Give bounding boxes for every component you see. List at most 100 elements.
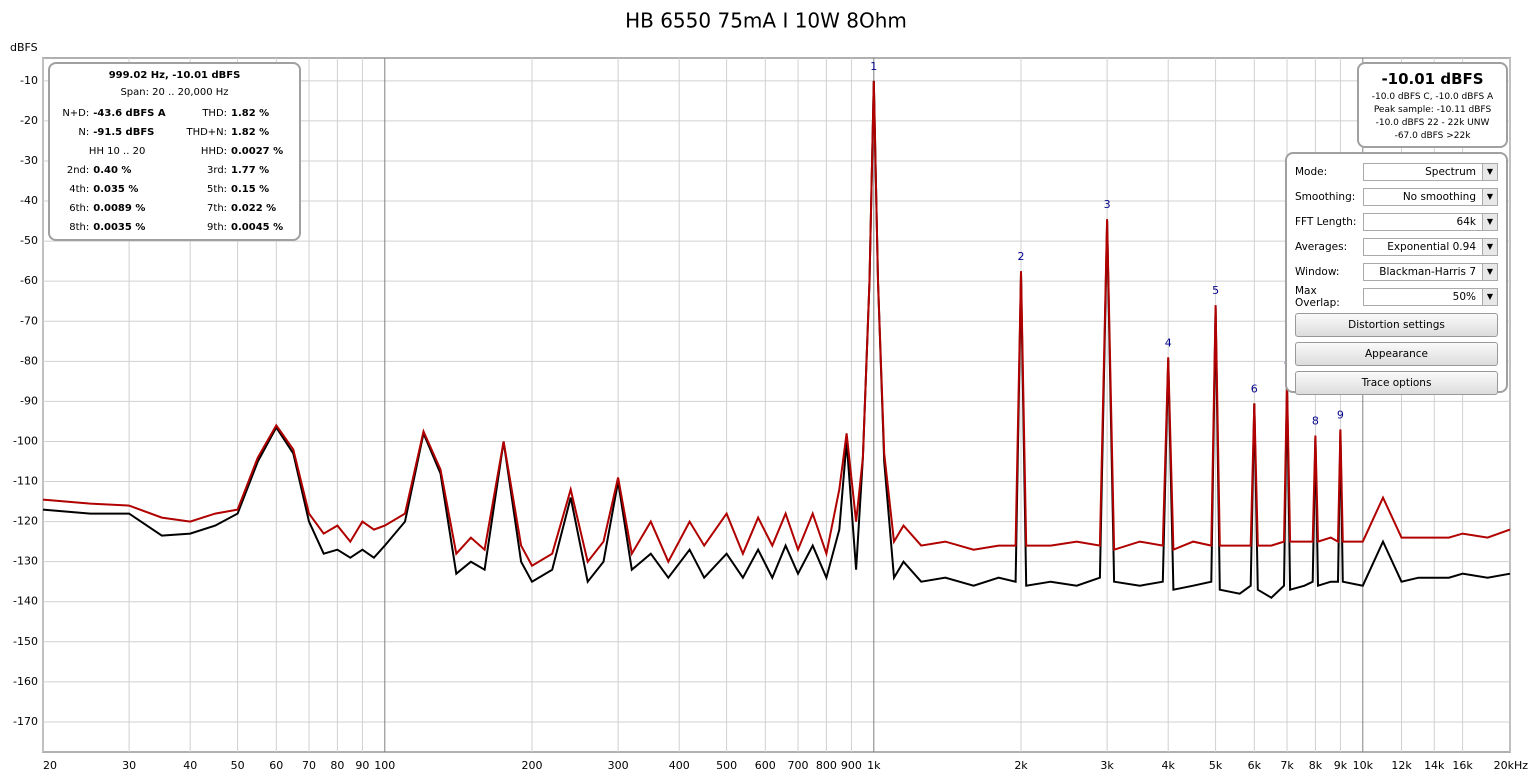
y-tick-label: -70: [20, 314, 38, 327]
x-tick-label: 4k: [1162, 759, 1176, 772]
dropdown[interactable]: 50% ▼: [1363, 287, 1498, 306]
control-label: Window:: [1295, 265, 1340, 278]
table-cell: THD+N:: [186, 127, 228, 138]
x-tick-label: 50: [231, 759, 245, 772]
table-cell: 9th:: [207, 222, 228, 233]
table-cell: HHD:: [200, 146, 228, 157]
harmonic-label: 9: [1337, 408, 1344, 421]
dropdown-arrow: ▼: [1482, 263, 1497, 280]
dropdown-arrow: ▼: [1482, 213, 1497, 230]
control-row: Window: Blackman-Harris 7 ▼: [1295, 259, 1498, 284]
x-tick-label: 80: [330, 759, 344, 772]
x-tick-label: 2k: [1014, 759, 1028, 772]
table-cell: 3rd:: [207, 165, 228, 176]
dropdown-value: 50%: [1452, 290, 1476, 303]
table-cell: THD:: [202, 108, 228, 119]
x-tick-label: 7k: [1280, 759, 1294, 772]
harmonic-label: 1: [870, 60, 877, 73]
dropdown-value: 64k: [1456, 215, 1476, 228]
dropdown[interactable]: Blackman-Harris 7 ▼: [1363, 262, 1498, 281]
y-tick-label: -130: [13, 555, 38, 568]
control-label: FFT Length:: [1295, 215, 1357, 228]
button[interactable]: Appearance: [1295, 342, 1498, 366]
harmonic-label: 2: [1018, 250, 1025, 263]
panel-title: 999.02 Hz, -10.01 dBFS: [108, 70, 241, 81]
table-cell: -43.6 dBFS A: [93, 108, 166, 119]
control-label: Max Overlap:: [1295, 284, 1340, 309]
y-tick-label: -60: [20, 274, 38, 287]
table-row: 2nd: 0.40 % 3rd: 1.77 %: [56, 161, 293, 180]
chart-title: HB 6550 75mA I 10W 8Ohm: [625, 9, 907, 33]
dropdown[interactable]: Spectrum ▼: [1363, 162, 1498, 181]
y-axis-label: dBFS: [10, 41, 38, 54]
harmonic-label: 6: [1251, 382, 1258, 395]
dropdown-value: No smoothing: [1402, 190, 1476, 203]
distortion-table: N+D: -43.6 dBFS A THD: 1.82 % N: -91.5 dBFS TH…: [56, 104, 293, 237]
y-tick-label: -150: [13, 635, 38, 648]
y-tick-label: -50: [20, 234, 38, 247]
y-tick-label: -110: [13, 475, 38, 488]
level-line: -10.0 dBFS 22 - 22k UNW: [1375, 118, 1490, 128]
x-tick-label: 20kHz: [1494, 759, 1529, 772]
control-row: Averages: Exponential 0.94 ▼: [1295, 234, 1498, 259]
control-label: Smoothing:: [1295, 190, 1356, 203]
table-cell: 0.035 %: [93, 184, 139, 195]
button[interactable]: Trace options: [1295, 371, 1498, 395]
dropdown-value: Exponential 0.94: [1387, 240, 1476, 253]
dropdown[interactable]: 64k ▼: [1363, 212, 1498, 231]
x-tick-label: 14k: [1424, 759, 1445, 772]
dropdown-arrow: ▼: [1482, 188, 1497, 205]
table-cell: -91.5 dBFS: [93, 127, 155, 138]
x-tick-label: 30: [122, 759, 136, 772]
control-row: FFT Length: 64k ▼: [1295, 209, 1498, 234]
control-row: Smoothing: No smoothing ▼: [1295, 184, 1498, 209]
control-label: Averages:: [1295, 240, 1348, 253]
y-tick-label: -170: [13, 715, 38, 728]
table-row: 4th: 0.035 % 5th: 0.15 %: [56, 180, 293, 199]
button[interactable]: Distortion settings: [1295, 313, 1498, 337]
x-tick-label: 900: [841, 759, 862, 772]
table-cell: 0.40 %: [93, 165, 132, 176]
control-panel: Mode: Spectrum ▼ Smoothing: No smoothing ▼ FFT…: [1285, 152, 1508, 395]
dropdown-arrow: ▼: [1482, 163, 1497, 180]
level-line: -67.0 dBFS >22k: [1394, 131, 1471, 141]
table-row: 8th: 0.0035 % 9th: 0.0045 %: [56, 218, 293, 237]
dropdown-arrow: ▼: [1482, 238, 1497, 255]
x-tick-label: 20: [43, 759, 57, 772]
x-tick-label: 300: [608, 759, 629, 772]
table-cell: 0.0027 %: [231, 146, 284, 157]
x-tick-label: 600: [755, 759, 776, 772]
distortion-panel: 999.02 Hz, -10.01 dBFS Span: 20 .. 20,00…: [48, 62, 301, 241]
x-tick-label: 6k: [1248, 759, 1262, 772]
y-tick-label: -120: [13, 515, 38, 528]
x-tick-label: 1k: [867, 759, 881, 772]
x-tick-label: 8k: [1309, 759, 1323, 772]
dropdown[interactable]: Exponential 0.94 ▼: [1363, 237, 1498, 256]
table-row: 6th: 0.0089 % 7th: 0.022 %: [56, 199, 293, 218]
x-tick-label: 800: [816, 759, 837, 772]
table-row: HH 10 .. 20 HHD: 0.0027 %: [56, 142, 293, 161]
table-cell: 6th:: [69, 203, 90, 214]
y-tick-label: -20: [20, 114, 38, 127]
span-text: Span: 20 .. 20,000 Hz: [120, 87, 229, 98]
harmonic-label: 4: [1165, 336, 1172, 349]
x-tick-label: 16k: [1452, 759, 1473, 772]
x-tick-label: 70: [302, 759, 316, 772]
x-tick-label: 100: [374, 759, 395, 772]
harmonic-label: 5: [1212, 284, 1219, 297]
y-tick-label: -80: [20, 354, 38, 367]
x-tick-label: 3k: [1100, 759, 1114, 772]
table-cell: 1.77 %: [231, 165, 270, 176]
dropdown[interactable]: No smoothing ▼: [1363, 187, 1498, 206]
harmonic-label: 3: [1104, 198, 1111, 211]
table-cell: 5th:: [207, 184, 228, 195]
table-row: N+D: -43.6 dBFS A THD: 1.82 %: [56, 104, 293, 123]
table-cell: 1.82 %: [231, 127, 270, 138]
table-cell: N+D:: [62, 108, 90, 119]
y-tick-label: -160: [13, 675, 38, 688]
y-tick-label: -10: [20, 74, 38, 87]
x-tick-label: 60: [269, 759, 283, 772]
table-cell: 1.82 %: [231, 108, 270, 119]
level-line: Peak sample: -10.11 dBFS: [1373, 105, 1492, 115]
x-tick-label: 10k: [1353, 759, 1374, 772]
